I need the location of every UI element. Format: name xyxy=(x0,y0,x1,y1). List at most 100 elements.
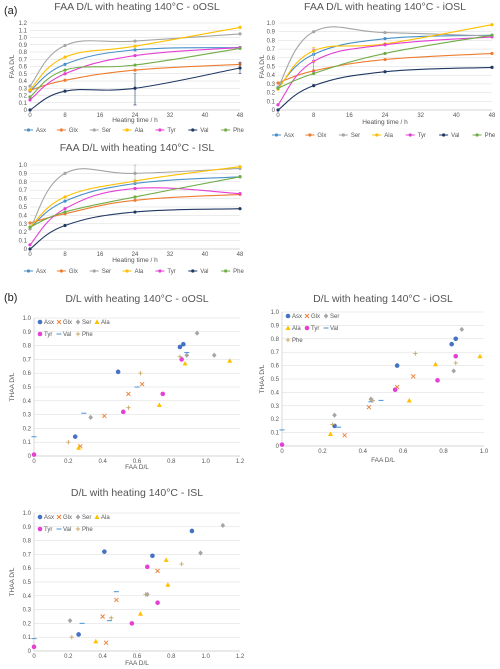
data-point-ser xyxy=(63,43,67,48)
data-point-glx xyxy=(410,374,416,379)
legend-label-ala: Ala xyxy=(292,326,301,332)
data-point-tyr xyxy=(120,409,126,415)
legend-label-glx: Glx xyxy=(63,515,72,521)
data-point-phe xyxy=(133,195,137,199)
data-point-tyr xyxy=(133,54,137,58)
y-tick-label: 1.0 xyxy=(19,36,28,42)
legend-label-asx: Asx xyxy=(292,314,302,320)
data-point-ala xyxy=(137,611,143,616)
data-point-ser xyxy=(383,30,387,35)
data-point-asx xyxy=(63,62,67,66)
legend-marker-ser xyxy=(323,313,329,319)
y-tick-label: 0.1 xyxy=(23,635,32,641)
series-line-ser xyxy=(277,26,493,88)
x-tick-label: 40 xyxy=(453,113,460,119)
data-point-glx xyxy=(342,432,347,438)
legend-label-ser: Ser xyxy=(82,515,91,521)
y-tick-label: 0.1 xyxy=(267,99,276,105)
x-tick-label: 0 xyxy=(32,459,36,465)
data-point-asx xyxy=(177,344,183,350)
series-line-tyr xyxy=(277,36,493,106)
legend-marker-asx xyxy=(26,128,31,132)
y-tick-label: 0.7 xyxy=(19,188,28,194)
legend-label-val: Val xyxy=(200,269,208,275)
y-tick-label: 1.0 xyxy=(271,310,280,316)
data-point-asx xyxy=(133,48,137,52)
data-point-tyr xyxy=(63,207,67,211)
data-point-phe xyxy=(276,86,280,90)
x-tick-label: 8 xyxy=(63,252,67,258)
error-bar-val xyxy=(133,73,137,106)
panel-b-isl: D/L with heating 140°C - ISL 0 0.1 0.2 0.3 0.… xyxy=(9,487,245,667)
data-point-asx xyxy=(449,341,454,347)
data-point-tyr xyxy=(31,644,37,650)
legend-marker-ser xyxy=(341,133,345,137)
y-tick-label: 0.1 xyxy=(23,440,32,446)
x-tick-label: 0 xyxy=(28,113,32,119)
legend-label-ala: Ala xyxy=(135,128,144,134)
series-line-val xyxy=(29,208,241,250)
legend-label-phe: Phe xyxy=(82,332,93,338)
data-point-asx xyxy=(115,369,121,375)
data-point-phe xyxy=(133,63,137,67)
data-point-ala xyxy=(490,23,494,27)
legend-label-asx: Asx xyxy=(44,515,54,521)
data-point-tyr xyxy=(383,43,387,47)
data-point-phe xyxy=(490,33,494,37)
legend-marker-ser xyxy=(75,319,81,325)
data-point-phe xyxy=(383,51,387,56)
data-point-asx xyxy=(102,549,107,554)
y-tick-label: 0.7 xyxy=(23,552,32,558)
x-tick-label: 0 xyxy=(276,113,280,119)
data-point-tyr xyxy=(63,72,67,76)
x-tick-label: 0.6 xyxy=(133,654,142,660)
data-point-tyr xyxy=(160,391,166,397)
legend-marker-glx xyxy=(308,133,312,137)
data-point-val xyxy=(312,84,316,88)
y-tick-label: 0 xyxy=(272,108,276,114)
series-line-tyr xyxy=(29,187,241,246)
data-point-ser xyxy=(88,414,93,420)
y-tick-label: 1.0 xyxy=(23,316,32,322)
data-point-tyr xyxy=(129,621,135,626)
legend-label-phe: Phe xyxy=(233,128,244,134)
data-point-ser xyxy=(133,39,137,43)
series-line-asx xyxy=(29,176,241,229)
legend-label-ser: Ser xyxy=(102,269,111,275)
y-tick-label: 0 xyxy=(24,247,28,253)
data-point-ser xyxy=(451,368,456,374)
legend-marker-ala xyxy=(125,269,129,273)
y-tick-label: 0.3 xyxy=(23,413,32,419)
series-line-ala xyxy=(277,24,493,90)
x-axis-label: Heating time / h xyxy=(112,257,158,264)
x-tick-label: 8 xyxy=(312,113,316,119)
x-tick-label: 0 xyxy=(28,252,32,258)
data-point-tyr xyxy=(28,98,32,102)
y-tick-label: 0.9 xyxy=(19,171,28,177)
legend-label-ala: Ala xyxy=(101,320,110,326)
data-point-tyr xyxy=(238,191,242,196)
legend-label-ser: Ser xyxy=(82,320,91,326)
data-point-val xyxy=(383,70,387,74)
data-point-ala xyxy=(227,358,233,363)
data-point-ala xyxy=(163,557,169,562)
y-tick-label: 0.5 xyxy=(267,65,276,71)
legend-label-glx: Glx xyxy=(69,128,78,134)
data-point-ala xyxy=(63,55,67,59)
data-point-phe xyxy=(63,68,67,72)
data-point-val xyxy=(238,207,242,211)
data-point-tyr xyxy=(392,387,398,393)
x-tick-label: 1.2 xyxy=(236,459,245,465)
data-point-ala xyxy=(238,165,242,169)
series-line-ser xyxy=(29,167,241,230)
data-point-phe xyxy=(69,635,74,640)
panel-a-isl: FAA D/L with heating 140°C - ISL 0 0.1 0.2 0… xyxy=(19,142,245,275)
y-tick-label: 0.7 xyxy=(267,47,276,53)
data-point-phe xyxy=(143,592,148,597)
data-point-phe xyxy=(66,440,71,445)
data-point-glx xyxy=(63,78,67,82)
data-point-phe xyxy=(109,615,114,621)
legend-label-asx: Asx xyxy=(36,269,46,275)
y-tick-label: 0 xyxy=(28,454,32,460)
data-point-tyr xyxy=(435,378,440,383)
